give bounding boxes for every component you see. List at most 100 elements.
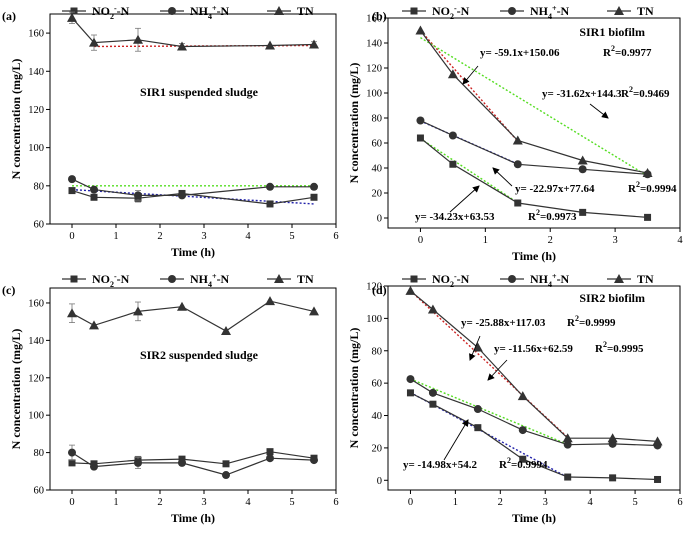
x-tick-label: 0 [408, 497, 413, 508]
y-tick-label: 40 [372, 164, 383, 175]
legend-text-part: NO [432, 4, 450, 18]
legend-text-part: 4 [208, 280, 212, 289]
legend-marker-square [70, 7, 78, 15]
legend: NO2--N NH4+-N TN [402, 272, 654, 289]
data-point [644, 213, 652, 221]
data-point [178, 191, 186, 200]
r-squared: R2=0.9995 [595, 340, 644, 355]
x-tick-label: 1 [113, 497, 118, 508]
legend-marker-square [410, 275, 418, 283]
data-point [67, 308, 77, 318]
legend-text-part: -N [217, 272, 230, 286]
y-tick-label: 160 [28, 29, 44, 40]
legend-text-part: - [454, 4, 457, 13]
regression-equation: y= -22.97x+77.64 [515, 183, 595, 195]
x-tick-label: 0 [418, 235, 423, 246]
legend-text-part: -N [557, 272, 570, 286]
legend-text-part: - [114, 4, 117, 13]
legend-marker-square [410, 7, 418, 15]
data-point [405, 285, 416, 295]
x-tick-label: 4 [245, 231, 251, 242]
series-line [410, 290, 658, 442]
data-point [416, 116, 425, 125]
r-squared-exponent: 2 [536, 208, 540, 217]
data-point [133, 34, 143, 44]
series-square [68, 448, 318, 468]
y-tick-label: 80 [34, 181, 45, 192]
r-squared: R2=0.9999 [567, 314, 616, 329]
legend-text-part: -N [457, 272, 470, 286]
data-point [90, 193, 98, 201]
x-tick-label: 3 [543, 497, 548, 508]
data-point [177, 301, 187, 311]
legend-text-part: NO [92, 4, 110, 18]
y-tick-label: 160 [366, 14, 382, 25]
r-squared-value: 0.9977 [621, 47, 652, 59]
panel-title: SIR1 suspended sludge [140, 85, 259, 99]
series-triangle [415, 25, 653, 177]
series-circle [68, 175, 318, 201]
legend-text-part: -N [557, 4, 570, 18]
legend-marker-circle [508, 7, 516, 15]
legend: NO2--N NH4+-N TN [62, 272, 314, 289]
legend-text-part: 2 [450, 280, 454, 289]
legend-marker-circle [508, 275, 516, 283]
y-tick-label: 100 [366, 314, 382, 325]
x-tick-label: 1 [483, 235, 488, 246]
data-point [472, 342, 483, 352]
series-line [420, 137, 648, 218]
regression-equation: y= -25.88x+117.03 [461, 317, 546, 329]
x-tick-label: 2 [498, 497, 503, 508]
data-point [67, 12, 77, 22]
y-axis-label: N concentration (mg/L) [9, 59, 23, 180]
legend-text-part: 2 [110, 280, 114, 289]
legend-text-part: - [114, 272, 117, 281]
y-tick-label: 60 [34, 486, 45, 497]
annotation-arrow [443, 419, 469, 461]
legend-text-part: -N [117, 4, 130, 18]
legend-text-part: NH [530, 272, 549, 286]
y-tick-label: 0 [377, 476, 382, 487]
data-point [427, 304, 438, 314]
y-axis-label: N concentration (mg/L) [347, 328, 361, 449]
x-tick-label: 3 [201, 497, 206, 508]
series-triangle [67, 296, 319, 336]
y-tick-label: 100 [28, 411, 44, 422]
data-point [577, 155, 588, 165]
legend-text-part: + [552, 272, 557, 281]
data-point [310, 456, 318, 465]
legend-text-part: 4 [208, 12, 212, 21]
legend-label-tn: TN [637, 272, 654, 286]
r-squared-value: 0.9973 [546, 211, 577, 223]
trendline-red [419, 29, 519, 142]
data-point [90, 185, 98, 194]
legend-label-tn: TN [297, 272, 314, 286]
series-triangle [405, 285, 663, 446]
series-square [416, 134, 652, 221]
series-circle [406, 375, 662, 450]
legend-text-part: - [454, 272, 457, 281]
data-point [266, 182, 274, 191]
regression-equation: y= -31.62x+144.3 [542, 88, 622, 100]
y-tick-label: 100 [366, 89, 382, 100]
trendline-green [420, 138, 519, 204]
data-point [406, 389, 414, 397]
trendline-red [93, 44, 315, 48]
data-point [266, 200, 274, 208]
legend-text-part: + [212, 4, 217, 13]
trendline-green [420, 37, 648, 177]
r-squared-value: 0.9469 [639, 88, 670, 100]
panel-a: 0 1 2 3 4 5 6 60 80 100 120 140 160 Time (h) N concent… [2, 4, 339, 259]
data-point [473, 405, 482, 414]
r-squared-exponent: 2 [603, 340, 607, 349]
annotation-arrow [589, 103, 609, 119]
series-line [71, 178, 314, 196]
legend: NO2--N NH4+-N TN [402, 4, 654, 21]
panel-label: (d) [372, 283, 387, 297]
data-point [68, 187, 76, 195]
r-squared-equals: = [540, 211, 546, 223]
r-squared-exponent: 2 [507, 456, 511, 465]
